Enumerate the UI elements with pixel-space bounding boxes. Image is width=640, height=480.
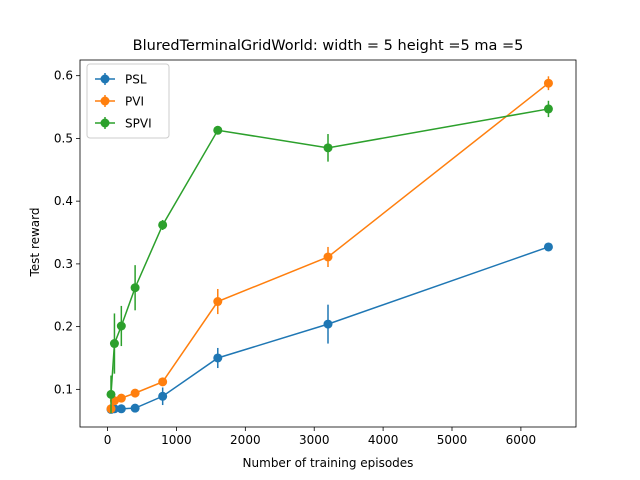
y-tick-label: 0.6 (54, 69, 73, 83)
data-point (116, 321, 126, 331)
legend-item-pvi: PVI (95, 95, 144, 109)
y-tick-label: 0.1 (54, 382, 73, 396)
data-point (543, 242, 553, 252)
data-point (158, 377, 168, 387)
y-tick-label: 0.2 (54, 320, 73, 334)
data-point (130, 283, 140, 293)
legend-item-spvi: SPVI (95, 117, 152, 131)
data-point (323, 252, 333, 262)
data-point (158, 391, 168, 401)
x-tick-label: 1000 (161, 433, 192, 447)
y-tick-label: 0.3 (54, 257, 73, 271)
legend-item-psl: PSL (95, 73, 147, 87)
series-spvi (106, 100, 553, 414)
data-point (116, 393, 126, 403)
legend-marker (100, 118, 110, 128)
data-point (116, 404, 126, 414)
x-axis-label: Number of training episodes (243, 456, 414, 470)
series-psl (106, 242, 553, 414)
data-point (158, 220, 168, 230)
data-point (213, 353, 223, 363)
axes: 0 1000 2000 3000 4000 5000 6000 0.1 0.2 0.3 0.4 0.5… (54, 59, 577, 447)
series-pvi (106, 76, 553, 414)
x-tick-label: 6000 (506, 433, 537, 447)
legend-label: SPVI (125, 117, 152, 131)
series-line (110, 82, 549, 410)
data-point (109, 339, 119, 349)
axes-frame (79, 59, 577, 428)
data-point (213, 297, 223, 307)
data-point (106, 389, 116, 399)
data-point (130, 388, 140, 398)
y-tick-label: 0.5 (54, 131, 73, 145)
legend-marker (100, 96, 110, 106)
legend-marker (100, 74, 110, 84)
x-tick-label: 3000 (299, 433, 330, 447)
data-point (130, 403, 140, 413)
legend: PSL PVI SPVI (86, 63, 170, 139)
x-tick-label: 5000 (437, 433, 468, 447)
plot-area (106, 76, 553, 414)
data-point (543, 78, 553, 88)
legend-label: PSL (125, 73, 147, 87)
chart-title: BluredTerminalGridWorld: width = 5 heigh… (133, 38, 524, 54)
x-tick-label: 0 (104, 433, 112, 447)
x-tick-label: 4000 (368, 433, 399, 447)
data-point (543, 104, 553, 114)
data-point (323, 143, 333, 153)
legend-label: PVI (125, 95, 144, 109)
data-point (323, 319, 333, 329)
y-tick-label: 0.4 (54, 194, 73, 208)
data-point (213, 125, 223, 135)
y-axis-label: Test reward (28, 207, 42, 277)
x-tick-label: 2000 (230, 433, 261, 447)
